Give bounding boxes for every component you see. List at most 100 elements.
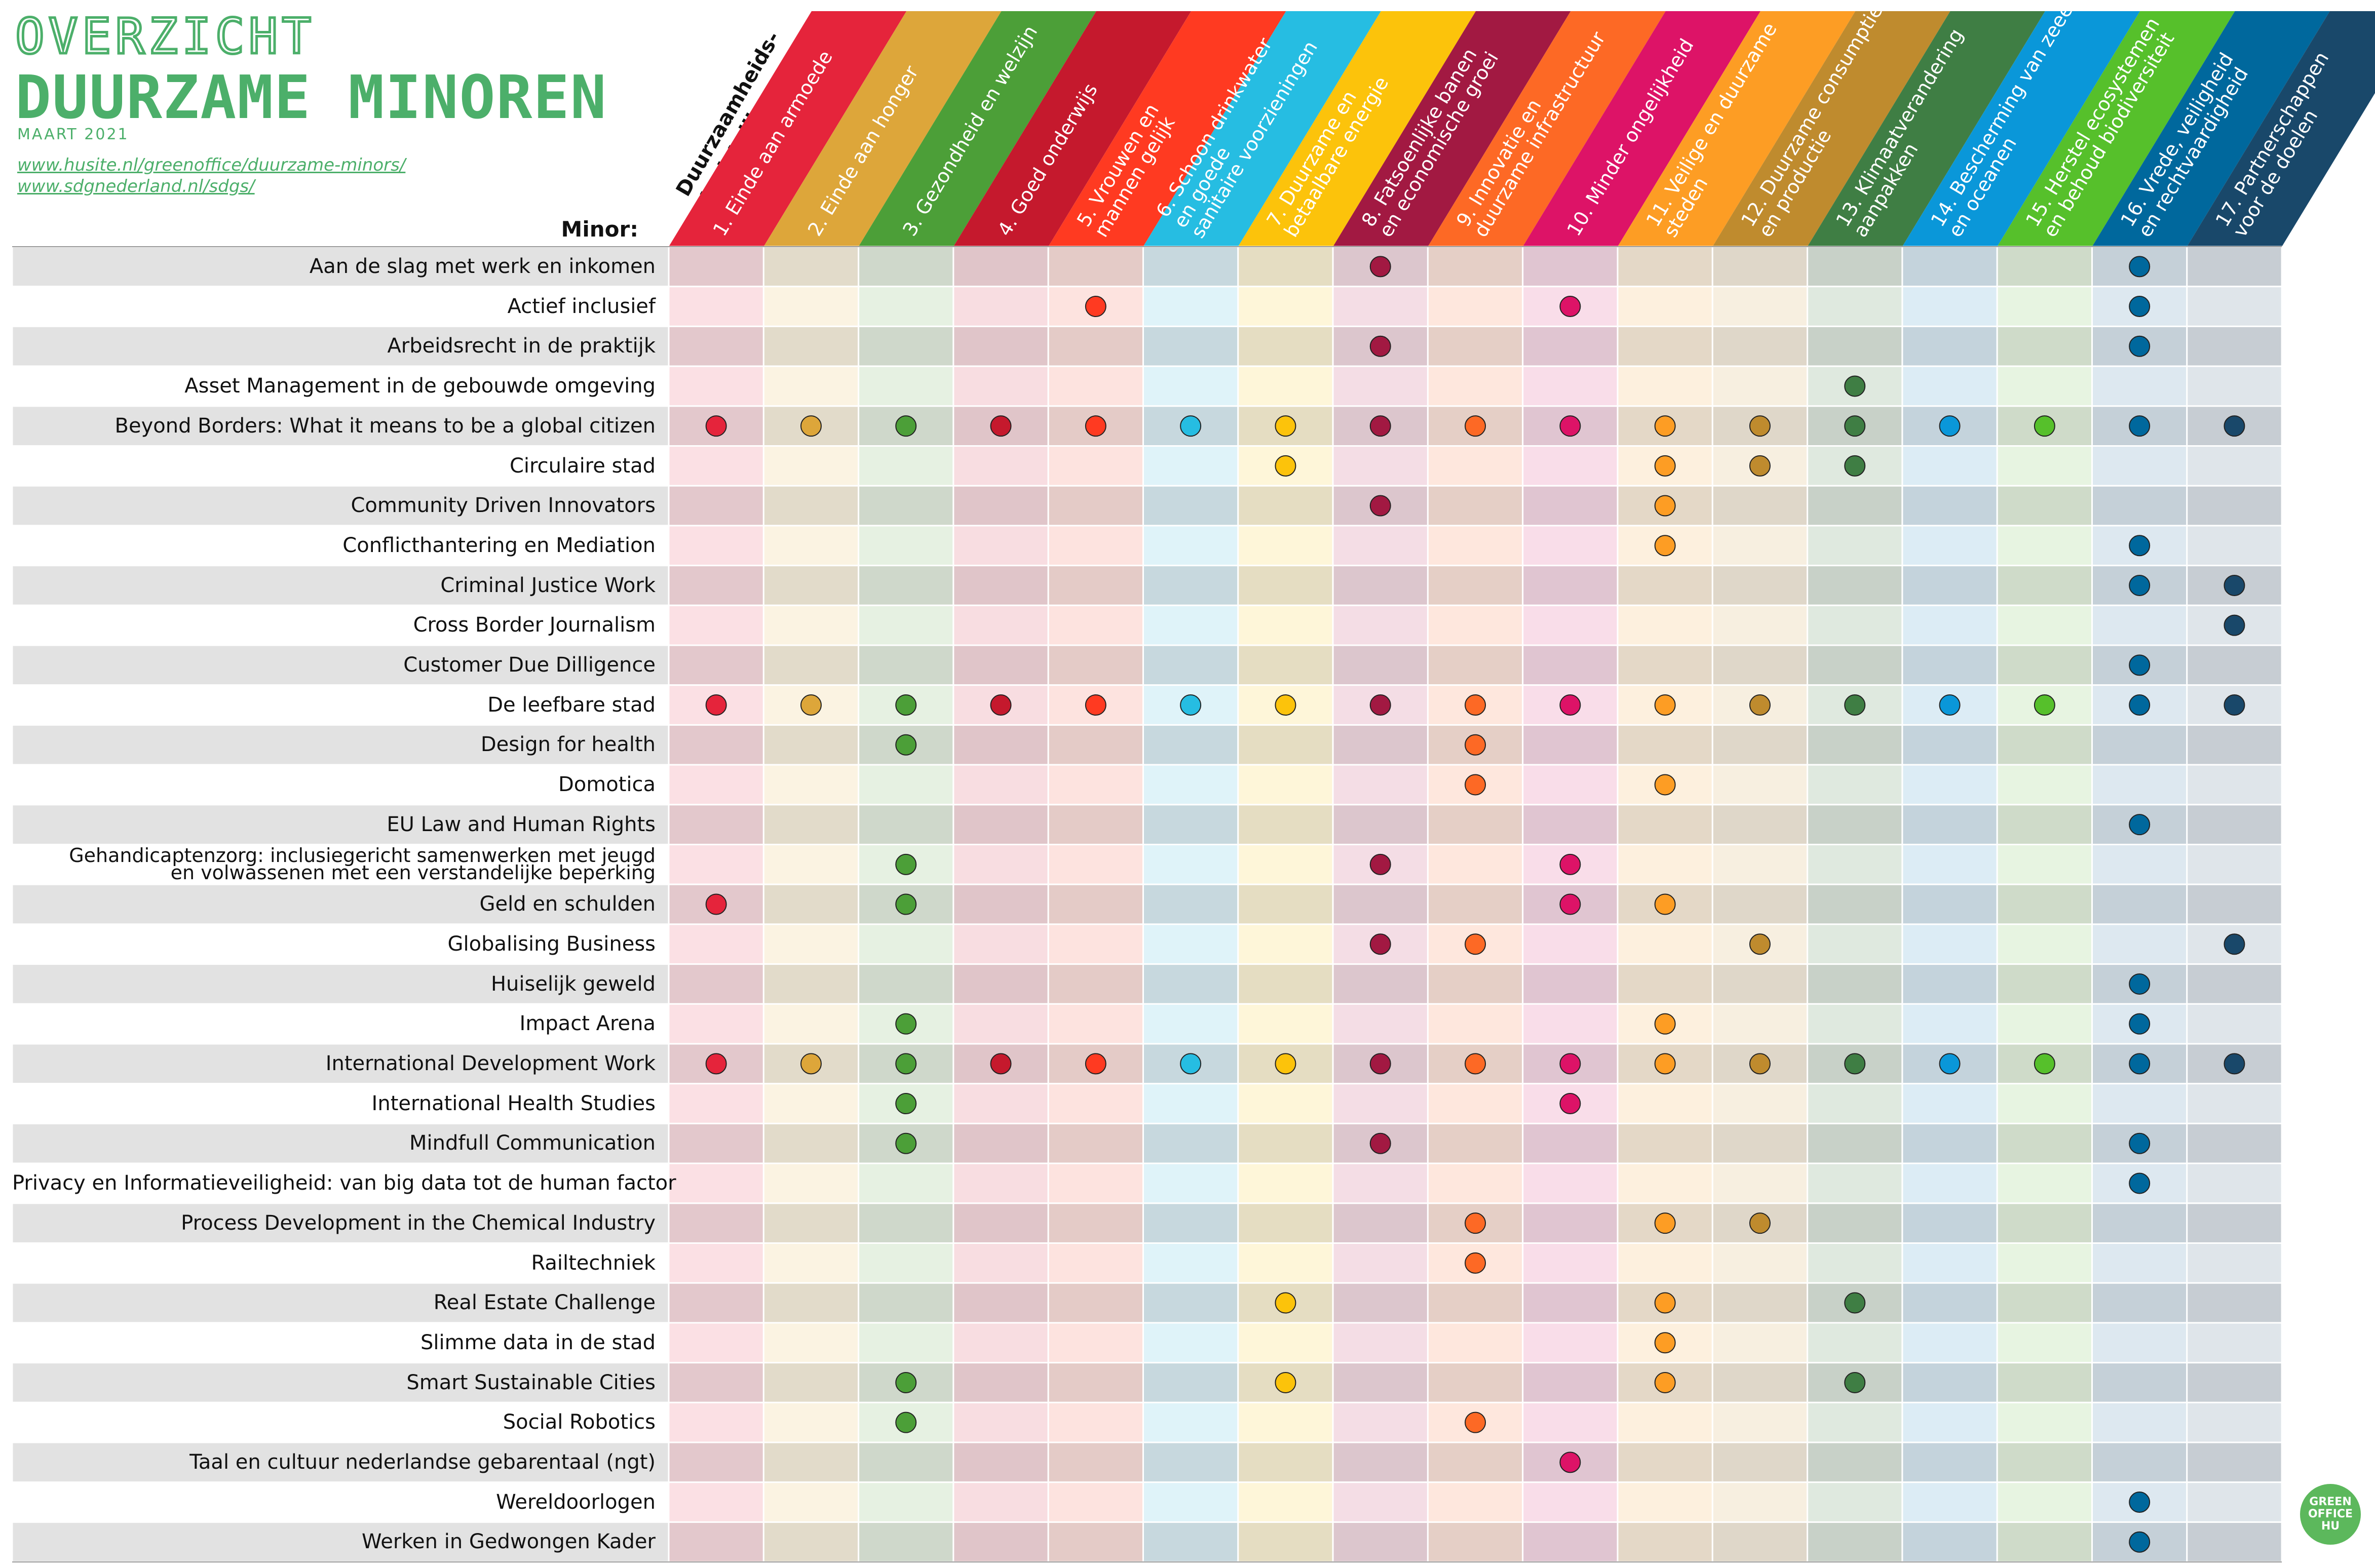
matrix-cell [1711, 1441, 1809, 1483]
matrix-cell [1522, 963, 1619, 1005]
goal-dot-16 [2129, 535, 2151, 557]
goal-dot-9 [1465, 933, 1486, 955]
matrix-cell [1237, 525, 1334, 567]
matrix-cell [952, 1282, 1049, 1324]
goal-dot-11 [1654, 455, 1676, 477]
matrix-cell [1237, 1322, 1334, 1364]
matrix-cell [2186, 1282, 2283, 1324]
minor-name: Railtechniek [531, 1251, 656, 1275]
matrix-cell [1807, 1083, 1903, 1124]
goal-dot-5 [1085, 415, 1106, 437]
matrix-cell [1617, 604, 1713, 646]
matrix-cell [1237, 1162, 1334, 1204]
matrix-cell [1901, 485, 1998, 527]
matrix-cell [1332, 445, 1429, 487]
matrix-cell [1996, 764, 2093, 806]
matrix-cell [1996, 1122, 2093, 1164]
goal-dot-11 [1654, 1332, 1676, 1354]
goal-banner-bg-13 [1807, 11, 2045, 247]
matrix-cell [2091, 844, 2188, 885]
matrix-cell [668, 445, 764, 487]
matrix-cell [1522, 1521, 1619, 1563]
matrix-cell [1711, 963, 1809, 1005]
matrix-cell [1237, 644, 1334, 686]
matrix-cell [1901, 445, 1998, 487]
matrix-cell [1901, 365, 1998, 407]
matrix-cell [2186, 1401, 2283, 1443]
matrix-cell [1807, 1322, 1903, 1364]
matrix-cell [1617, 286, 1713, 327]
matrix-cell [668, 1282, 764, 1324]
goal-dot-15 [2034, 415, 2055, 437]
goal-dot-3 [895, 853, 917, 875]
table-row [11, 644, 2283, 686]
matrix-cell [952, 883, 1049, 925]
matrix-cell [2091, 1401, 2188, 1443]
matrix-cell [762, 724, 860, 766]
matrix-cell [1047, 1362, 1144, 1403]
link-husite[interactable]: www.husite.nl/greenoffice/duurzame-minor… [17, 155, 406, 175]
matrix-cell [952, 724, 1049, 766]
matrix-cell [1427, 445, 1524, 487]
matrix-cell [1142, 1441, 1239, 1483]
matrix-cell [762, 246, 860, 288]
matrix-cell [762, 485, 860, 527]
matrix-cell [1047, 724, 1144, 766]
goal-dot-8 [1369, 495, 1391, 517]
matrix-cell [1711, 365, 1809, 407]
goal-banner-bg-16 [2092, 11, 2330, 247]
minor-name: De leefbare stad [487, 693, 656, 717]
matrix-cell [1142, 246, 1239, 288]
goal-dot-4 [990, 1053, 1012, 1075]
matrix-cell [1332, 1282, 1429, 1324]
matrix-cell [1142, 1282, 1239, 1324]
matrix-cell [2091, 764, 2188, 806]
matrix-cell [1047, 1282, 1144, 1324]
matrix-cell [2186, 804, 2283, 846]
matrix-cell [2091, 1441, 2188, 1483]
goal-dot-15 [2034, 694, 2055, 716]
goal-dot-11 [1654, 1053, 1676, 1075]
goal-dot-16 [2129, 654, 2151, 676]
link-sdgnederland[interactable]: www.sdgnederland.nl/sdgs/ [17, 176, 255, 197]
logo-line1: GREEN [2309, 1496, 2352, 1508]
matrix-cell [2186, 1521, 2283, 1563]
matrix-cell [668, 246, 764, 288]
matrix-cell [952, 844, 1049, 885]
goal-dot-1 [705, 893, 727, 915]
matrix-cell [2091, 883, 2188, 925]
matrix-cell [762, 604, 860, 646]
matrix-cell [1427, 1003, 1524, 1045]
matrix-cell [1901, 1202, 1998, 1244]
row-label-bg [11, 644, 670, 686]
minor-name: Privacy en Informatieveiligheid: van big… [12, 1171, 676, 1195]
matrix-cell [1332, 1162, 1429, 1204]
matrix-cell [1427, 1162, 1524, 1204]
matrix-cell [1711, 1122, 1809, 1164]
goal-dot-8 [1369, 694, 1391, 716]
matrix-cell [1807, 844, 1903, 885]
matrix-cell [762, 325, 860, 367]
table-row [11, 764, 2283, 806]
matrix-cell [1711, 325, 1809, 367]
matrix-cell [1427, 565, 1524, 606]
matrix-cell [1047, 525, 1144, 567]
matrix-cell [762, 286, 860, 327]
table-row [11, 325, 2283, 367]
row-label-bg [11, 883, 670, 925]
goal-dot-10 [1559, 296, 1581, 318]
matrix-cell [2091, 365, 2188, 407]
matrix-cell [1142, 1322, 1239, 1364]
table-row [11, 1003, 2283, 1045]
matrix-cell [1522, 1481, 1619, 1523]
matrix-cell [1522, 325, 1619, 367]
goal-dot-5 [1085, 694, 1106, 716]
matrix-cell [952, 445, 1049, 487]
table-row [11, 1162, 2283, 1204]
goal-banner-bg-2 [763, 11, 1002, 247]
matrix-cell [762, 644, 860, 686]
matrix-cell [1237, 963, 1334, 1005]
matrix-cell [1142, 844, 1239, 885]
matrix-cell [1996, 604, 2093, 646]
matrix-cell [2186, 1202, 2283, 1244]
